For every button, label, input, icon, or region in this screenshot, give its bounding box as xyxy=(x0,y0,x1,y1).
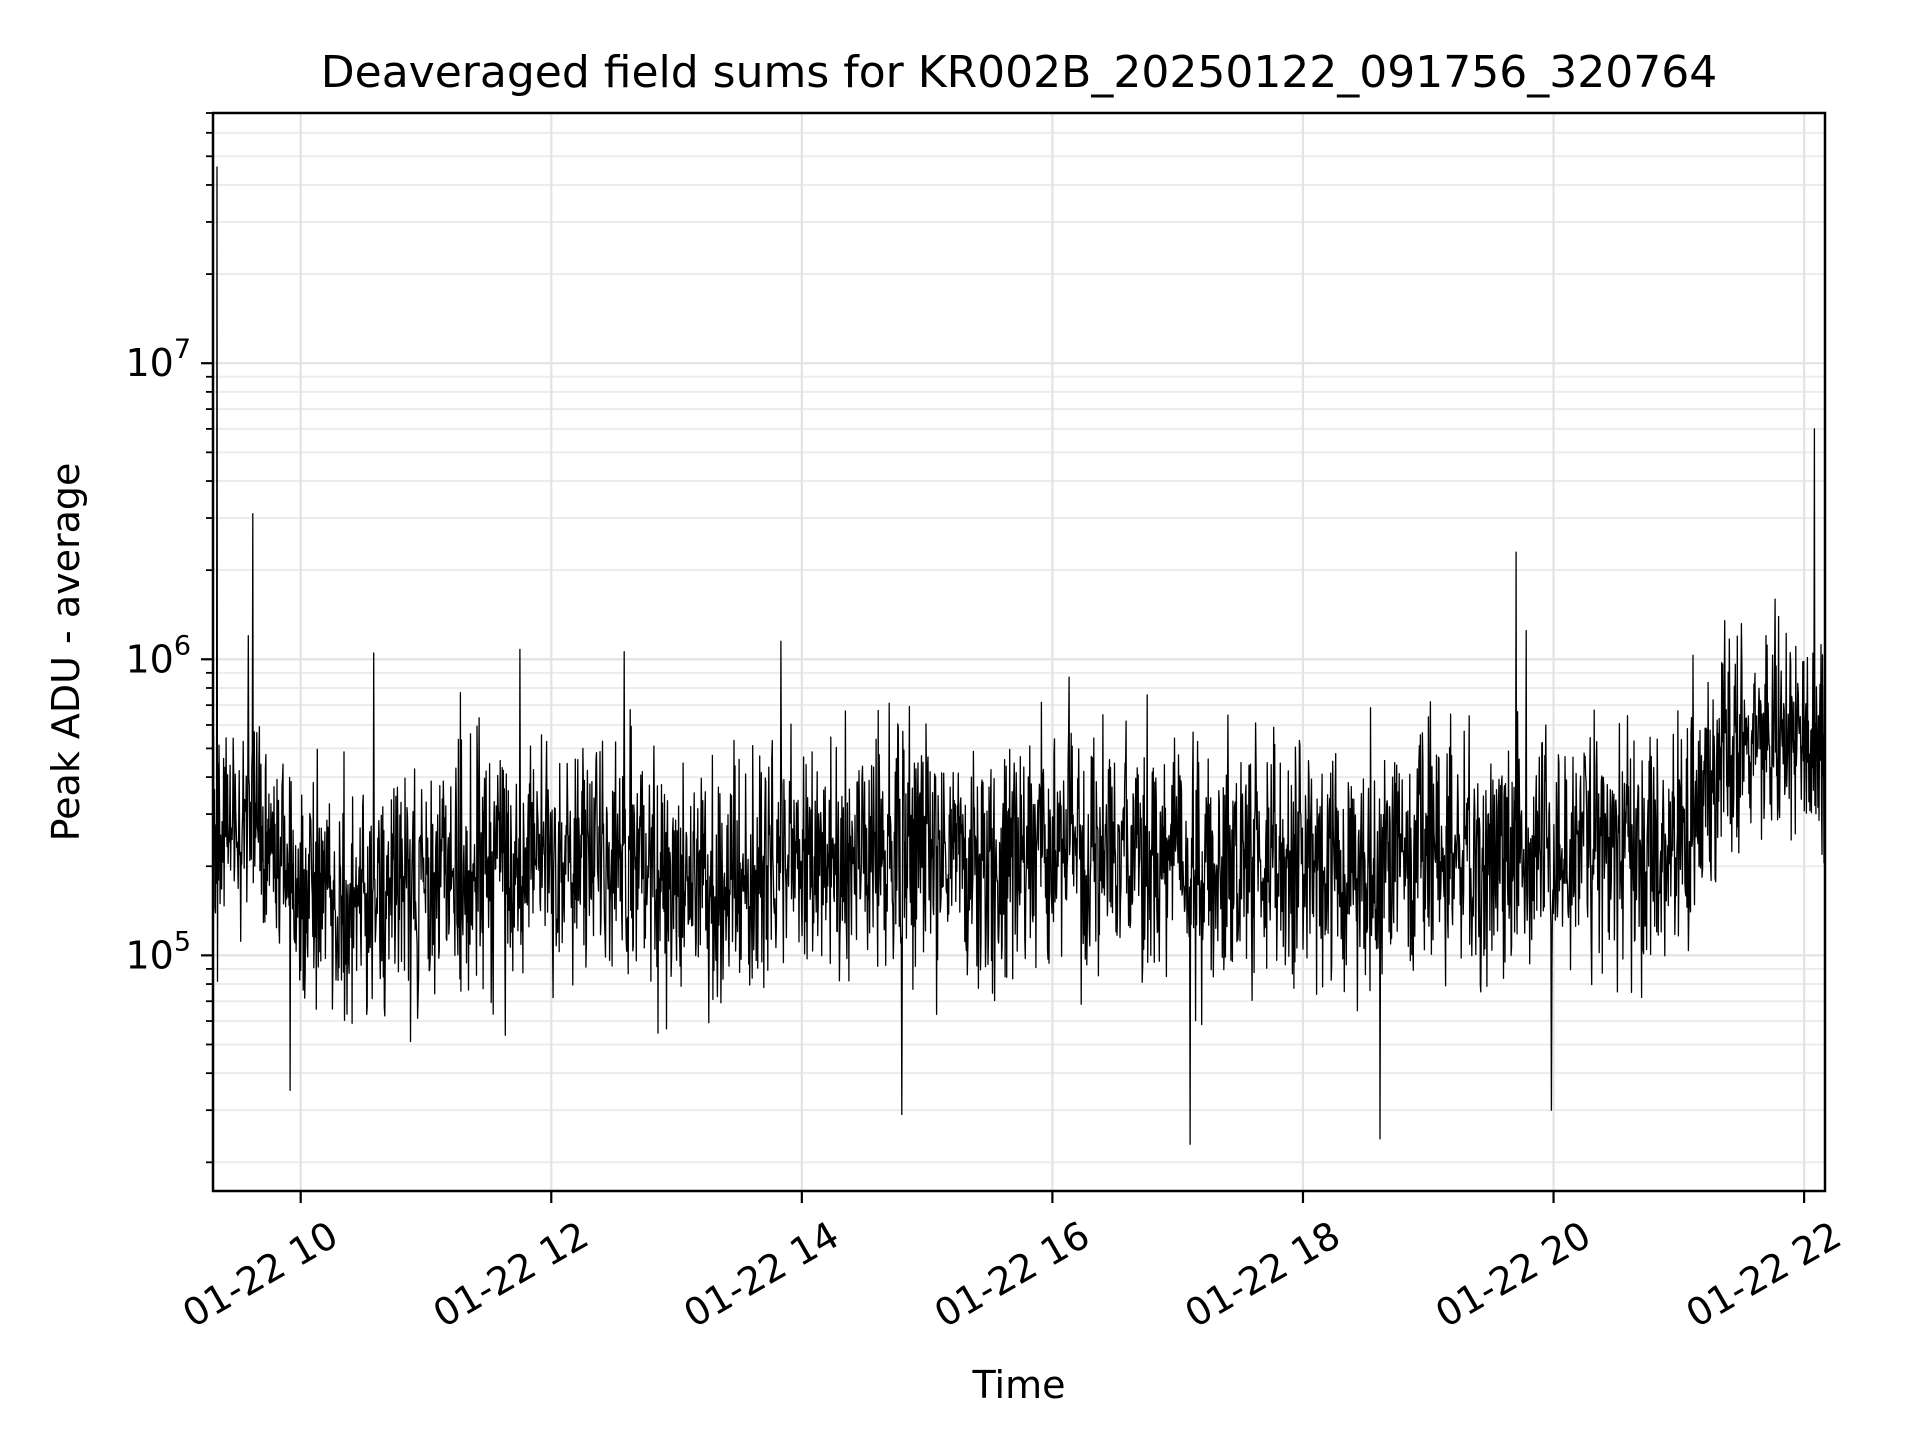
chart-title: Deaveraged field sums for KR002B_2025012… xyxy=(321,47,1717,98)
series-line xyxy=(212,166,1826,1145)
x-axis-label: Time xyxy=(972,1363,1066,1407)
y-tick-label: 105 xyxy=(125,926,191,977)
x-tick-label: 01-22 14 xyxy=(676,1213,846,1337)
y-tick-label: 107 xyxy=(125,334,191,385)
x-tick-label: 01-22 16 xyxy=(927,1213,1097,1337)
x-tick-label: 01-22 10 xyxy=(175,1213,345,1337)
x-tick-label: 01-22 12 xyxy=(426,1213,596,1337)
x-tick-label: 01-22 18 xyxy=(1178,1213,1348,1337)
x-tick-label: 01-22 22 xyxy=(1679,1213,1849,1337)
y-tick-base: 10 xyxy=(125,341,173,385)
plot-frame xyxy=(211,111,1827,1193)
y-tick-exponent: 7 xyxy=(174,334,191,365)
y-tick-base: 10 xyxy=(125,933,173,977)
grid xyxy=(213,112,1825,1191)
y-tick-base: 10 xyxy=(125,637,173,681)
y-tick-label: 106 xyxy=(125,630,191,681)
y-tick-exponent: 5 xyxy=(174,926,191,957)
x-tick-label: 01-22 20 xyxy=(1428,1213,1598,1337)
y-axis-label: Peak ADU - average xyxy=(44,463,88,842)
y-tick-exponent: 6 xyxy=(174,630,191,661)
